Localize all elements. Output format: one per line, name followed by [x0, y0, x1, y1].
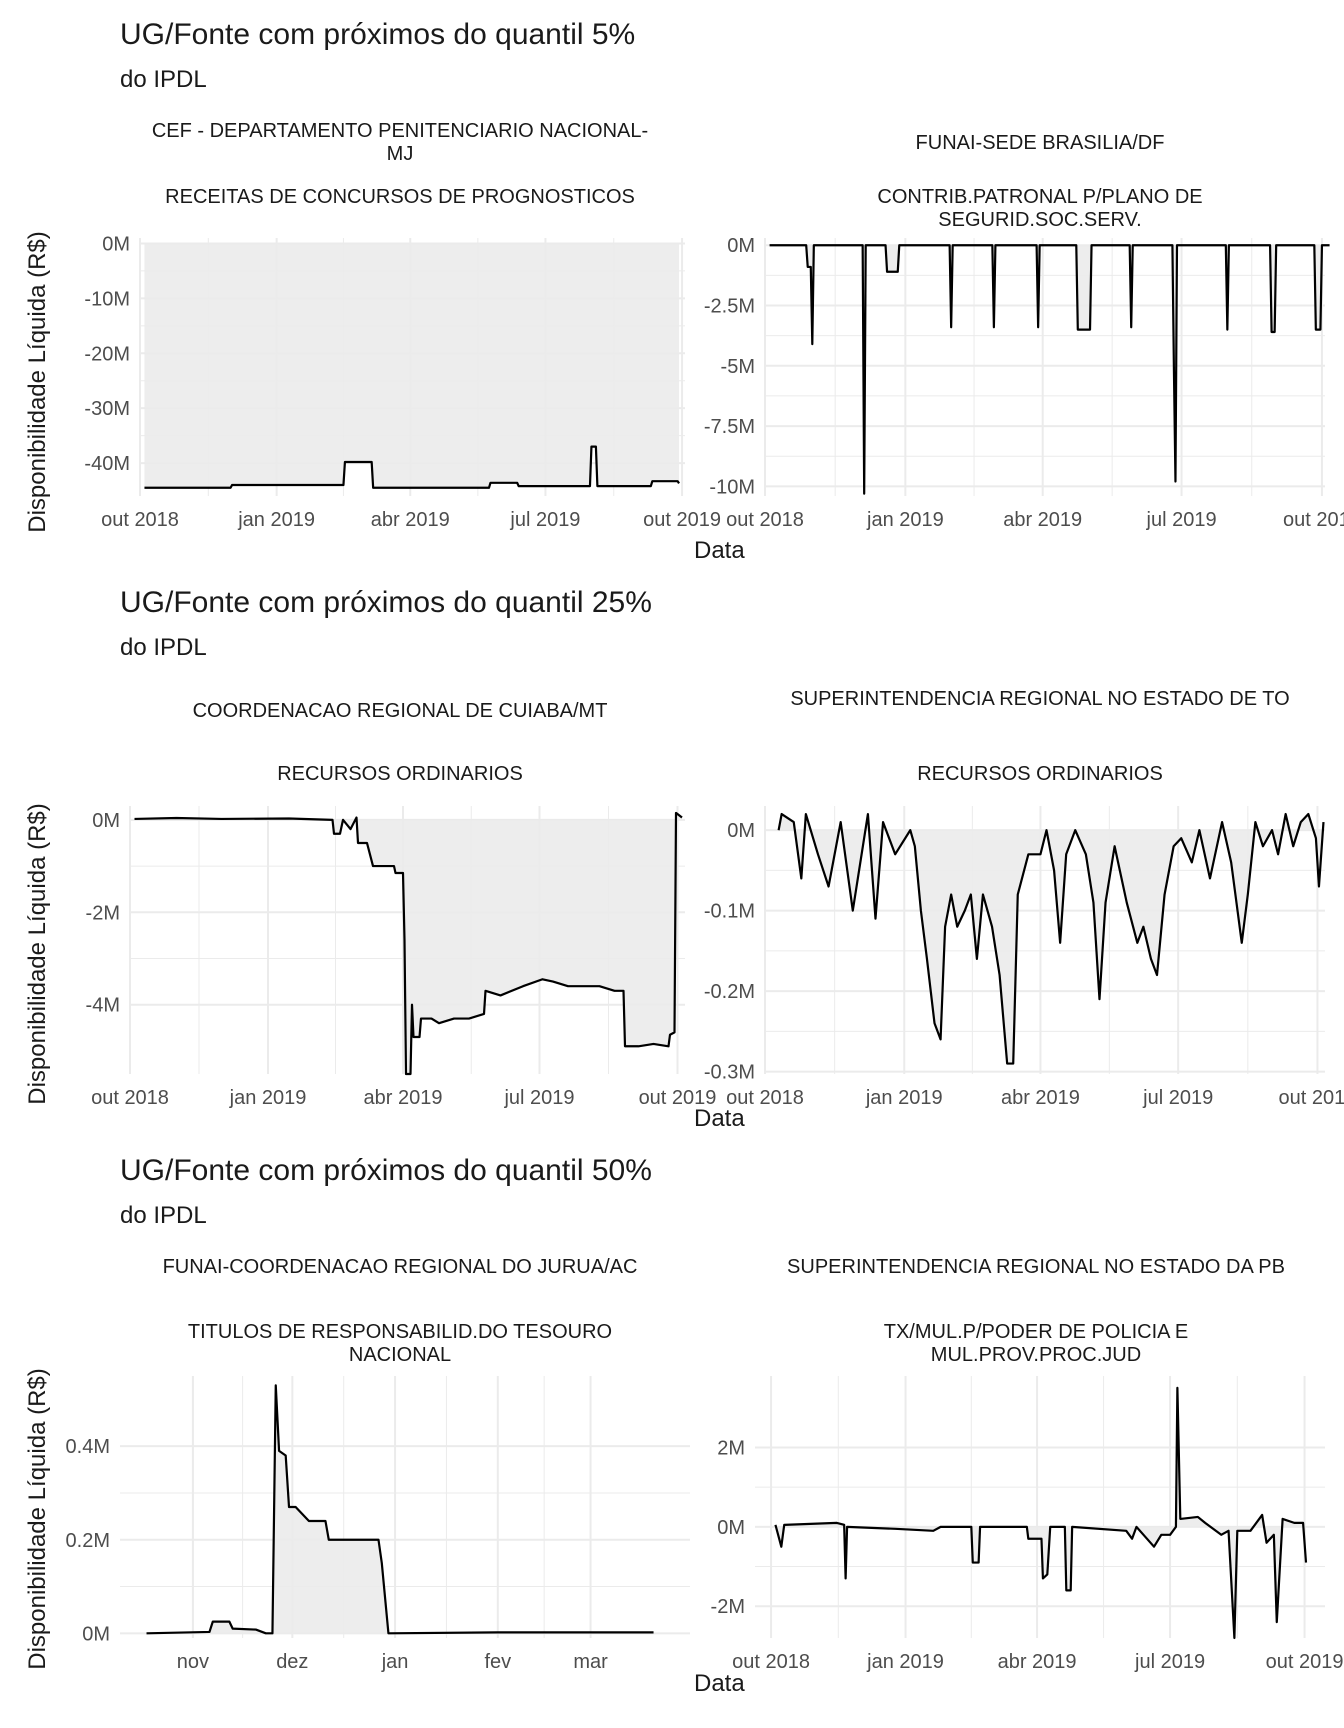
x-tick-label: out 2019 — [643, 509, 721, 531]
y-axis-label-2: Disponibilidade Líquida (R$) — [24, 803, 51, 1105]
series-line — [774, 1386, 1308, 1640]
area-fill — [134, 812, 682, 1074]
section-subtitle-q5: do IPDL — [120, 66, 207, 93]
y-tick-label: -30M — [84, 398, 130, 420]
x-tick-label: jan 2019 — [865, 1087, 943, 1109]
x-tick-label: jul 2019 — [1134, 1651, 1205, 1673]
y-tick-label: -10M — [84, 288, 130, 310]
y-tick-label: -20M — [84, 343, 130, 365]
y-tick-label: -2.5M — [704, 296, 755, 318]
x-tick-label: out 2019 — [1266, 1651, 1344, 1673]
x-tick-label: out 2019 — [639, 1087, 717, 1109]
series-line — [146, 1384, 654, 1635]
section-title-q5: UG/Fonte com próximos do quantil 5% — [120, 18, 636, 51]
series-line — [777, 812, 1325, 1065]
y-axis-label-3: Disponibilidade Líquida (R$) — [24, 1368, 51, 1670]
x-tick-label: abr 2019 — [1003, 509, 1082, 531]
y-tick-label: 2M — [717, 1437, 745, 1459]
y-tick-label: 0M — [717, 1517, 745, 1539]
y-tick-label: 0M — [82, 1623, 110, 1645]
panel-5-ug-label: FUNAI-COORDENACAO REGIONAL DO JURUA/AC — [162, 1256, 638, 1278]
x-tick-label: mar — [573, 1651, 608, 1673]
y-tick-label: -7.5M — [704, 416, 755, 438]
area-fill — [144, 243, 680, 488]
chart-panel-3: out 2018 jan 2019 abr 2019 jul 2019 out 2019… — [86, 806, 716, 1109]
panel-1-ug-label: CEF - DEPARTAMENTO PENITENCIARIO NACIONA… — [151, 120, 649, 165]
y-tick-label: -0.2M — [704, 981, 755, 1003]
x-tick-label: out 2019 — [1279, 1087, 1344, 1109]
panel-2-ug-label: FUNAI-SEDE BRASILIA/DF — [915, 132, 1165, 154]
x-tick-label: jan 2019 — [237, 509, 315, 531]
x-tick-label: out 2018 — [726, 509, 804, 531]
x-tick-label: jan 2019 — [866, 1651, 944, 1673]
panel-6-fonte-label: TX/MUL.P/PODER DE POLICIA E MUL.PROV.PRO… — [883, 1321, 1189, 1366]
x-tick-label: abr 2019 — [371, 509, 450, 531]
panel-3-ug-label: COORDENACAO REGIONAL DE CUIABA/MT — [192, 700, 608, 722]
panel-4-fonte-label: RECURSOS ORDINARIOS — [917, 763, 1163, 785]
section-subtitle-q25: do IPDL — [120, 634, 207, 661]
y-tick-label: -0.3M — [704, 1062, 755, 1084]
x-tick-label: out 2018 — [91, 1087, 169, 1109]
section-title-q50: UG/Fonte com próximos do quantil 50% — [120, 1154, 652, 1187]
area-fill — [146, 1385, 654, 1634]
panel-2-fonte-label: CONTRIB.PATRONAL P/PLANO DE SEGURID.SOC.… — [877, 186, 1203, 231]
x-tick-label: abr 2019 — [1001, 1087, 1080, 1109]
panel-3-fonte-label: RECURSOS ORDINARIOS — [277, 763, 523, 785]
y-tick-label: -5M — [721, 356, 755, 378]
y-tick-label: 0M — [727, 235, 755, 257]
x-tick-label: jan — [381, 1651, 409, 1673]
x-tick-label: jul 2019 — [1142, 1087, 1213, 1109]
y-tick-label: -2M — [86, 902, 120, 924]
x-tick-label: jan 2019 — [866, 509, 944, 531]
y-tick-label: -4M — [86, 995, 120, 1017]
section-title-q25: UG/Fonte com próximos do quantil 25% — [120, 586, 652, 619]
y-tick-label: 0M — [92, 810, 120, 832]
x-tick-label: out 2019 — [1283, 509, 1344, 531]
panel-5-fonte-label: TITULOS DE RESPONSABILID.DO TESOURO NACI… — [187, 1321, 613, 1366]
x-tick-label: jul 2019 — [503, 1087, 574, 1109]
chart-panel-6: out 2018 jan 2019 abr 2019 jul 2019 out 2019… — [711, 1376, 1343, 1673]
x-tick-label: out 2018 — [732, 1651, 810, 1673]
y-tick-label: -2M — [711, 1596, 745, 1618]
x-tick-label: dez — [276, 1651, 308, 1673]
x-tick-label: out 2018 — [726, 1087, 804, 1109]
series-line — [144, 445, 680, 489]
y-tick-label: 0.2M — [66, 1530, 110, 1552]
panel-6-ug-label: SUPERINTENDENCIA REGIONAL NO ESTADO DA P… — [787, 1256, 1285, 1278]
x-axis-label-2: Data — [694, 1105, 745, 1132]
x-tick-label: nov — [177, 1651, 209, 1673]
x-tick-label: jul 2019 — [509, 509, 580, 531]
x-tick-label: out 2018 — [101, 509, 179, 531]
y-tick-label: 0.4M — [66, 1436, 110, 1458]
x-tick-label: abr 2019 — [364, 1087, 443, 1109]
chart-panel-5: nov dez jan fev mar 0M 0.2M 0.4M — [66, 1376, 690, 1673]
y-tick-label: -40M — [84, 453, 130, 475]
x-tick-label: fev — [484, 1651, 511, 1673]
area-fill — [769, 245, 1330, 494]
chart-panel-1: out 2018 jan 2019 abr 2019 jul 2019 out 2019… — [84, 233, 721, 531]
series-line — [769, 244, 1330, 495]
area-fill — [778, 814, 1324, 1064]
series-line — [134, 811, 683, 1076]
y-tick-label: 0M — [102, 233, 130, 255]
y-axis-label-1: Disponibilidade Líquida (R$) — [24, 231, 51, 533]
x-tick-label: abr 2019 — [998, 1651, 1077, 1673]
x-axis-label-1: Data — [694, 537, 745, 564]
panel-4-ug-label: SUPERINTENDENCIA REGIONAL NO ESTADO DE T… — [790, 688, 1290, 710]
x-tick-label: jul 2019 — [1146, 509, 1217, 531]
panel-1-fonte-label: RECEITAS DE CONCURSOS DE PROGNOSTICOS — [165, 186, 635, 208]
x-tick-label: jan 2019 — [229, 1087, 307, 1109]
area-fill — [775, 1387, 1306, 1638]
chart-panel-4: out 2018 jan 2019 abr 2019 jul 2019 out 2019… — [704, 806, 1344, 1109]
x-axis-label-3: Data — [694, 1670, 745, 1697]
y-tick-label: -0.1M — [704, 901, 755, 923]
section-subtitle-q50: do IPDL — [120, 1202, 207, 1229]
chart-panel-2: out 2018 jan 2019 abr 2019 jul 2019 out 2019… — [704, 235, 1344, 531]
y-tick-label: -10M — [709, 476, 755, 498]
y-tick-label: 0M — [727, 820, 755, 842]
